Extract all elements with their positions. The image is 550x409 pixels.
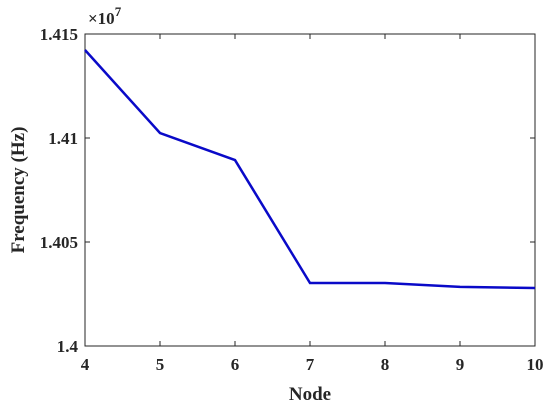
- y-multiplier-base: ×10: [88, 9, 115, 28]
- y-tick-label: 1.41: [48, 129, 78, 148]
- x-tick-label: 7: [306, 355, 315, 374]
- y-tick-label: 1.405: [40, 233, 78, 252]
- y-axis-title: Frequency (Hz): [8, 127, 29, 254]
- x-tick-label: 9: [456, 355, 465, 374]
- x-tick-label: 6: [231, 355, 240, 374]
- x-tick-label: 10: [527, 355, 544, 374]
- x-axis-title: Node: [289, 384, 331, 405]
- x-tick-label: 5: [156, 355, 165, 374]
- y-tick-label: 1.415: [40, 25, 78, 44]
- y-multiplier: ×107: [88, 4, 122, 28]
- data-line: [84, 49, 536, 290]
- y-multiplier-power: 7: [115, 4, 122, 19]
- x-tick-label: 4: [81, 355, 90, 374]
- y-tick-label: 1.4: [57, 337, 79, 356]
- x-tick-label: 8: [381, 355, 390, 374]
- axes-box: [84, 33, 536, 347]
